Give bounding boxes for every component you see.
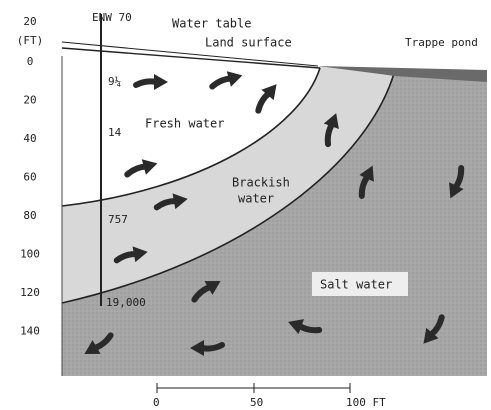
well-reading: 9¼ [108, 75, 121, 88]
depth-tick-label: 60 [23, 171, 36, 184]
depth-tick-label: 20 [23, 94, 36, 107]
pond-label: Trappe pond [405, 36, 478, 49]
well-name: ENW 70 [92, 11, 132, 24]
fresh-label: Fresh water [145, 117, 224, 131]
depth-tick-label: 140 [20, 325, 40, 338]
well-reading: 19,000 [106, 296, 146, 309]
depth-tick-label: 0 [27, 55, 34, 68]
water-table-label: Water table [172, 17, 251, 31]
depth-tick-label: 80 [23, 209, 36, 222]
scale-label: 100 FT [346, 396, 386, 409]
scale-label: 50 [250, 396, 263, 409]
depth-tick-label: 40 [23, 132, 36, 145]
diagram: ENW 70 9¼ 14 757 19,000 Water table Land… [0, 0, 491, 410]
well-reading: 14 [108, 126, 122, 139]
arrow-shaft [202, 345, 222, 349]
scale-label: 0 [153, 396, 160, 409]
depth-tick-label: 100 [20, 248, 40, 261]
depth-tick-label: 120 [20, 286, 40, 299]
brackish-label: Brackish [232, 176, 290, 190]
depth-unit: (FT) [17, 34, 44, 47]
land-surface-label: Land surface [205, 36, 292, 50]
brackish-label: water [238, 192, 274, 206]
salt-label: Salt water [320, 278, 392, 292]
well-reading: 757 [108, 213, 128, 226]
arrow-shaft [136, 81, 156, 85]
depth-label: 20 [23, 15, 36, 28]
